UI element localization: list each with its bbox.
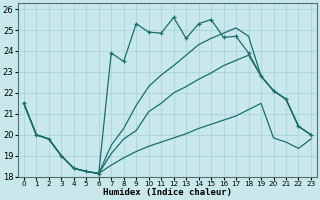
- X-axis label: Humidex (Indice chaleur): Humidex (Indice chaleur): [103, 188, 232, 197]
